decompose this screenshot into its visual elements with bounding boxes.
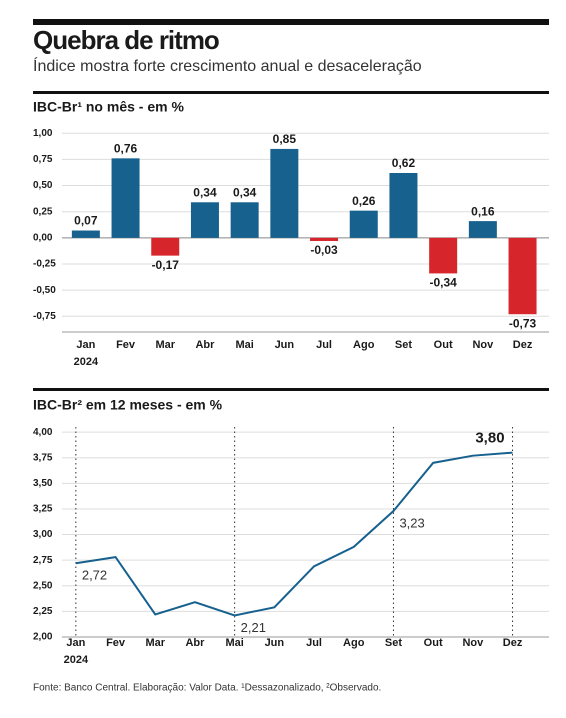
x-tick-label: Nov [462,637,484,649]
rule [33,91,549,94]
x-tick-label: Jul [316,339,332,351]
value-label: 3,23 [399,515,424,530]
bar [151,237,180,256]
x-tick-label: Set [385,637,402,649]
y-tick-label: -0,25 [33,259,56,270]
y-tick-label: 3,50 [33,478,53,489]
x-tick-label: Ago [353,339,375,351]
y-tick-label: 2,75 [33,555,53,566]
x-tick-label: Mai [225,637,243,649]
y-tick-label: 2,00 [33,632,53,643]
y-tick-label: 2,25 [33,606,53,617]
x-tick-label: Jun [265,637,285,649]
x-tick-label: Jan [66,637,85,649]
value-label: -0,73 [509,316,537,330]
page-title: Quebra de ritmo [33,25,219,55]
y-tick-label: -0,75 [33,311,56,322]
year-label: 2024 [64,654,89,666]
value-label: 0,85 [273,132,297,146]
y-tick-label: 0,00 [33,232,53,243]
value-label: 3,80 [475,430,504,447]
line [75,451,513,617]
x-tick-label: Mar [145,637,165,649]
bar [389,172,418,238]
value-label: 0,34 [193,185,217,199]
year-label: 2024 [74,356,99,368]
x-tick-label: Mar [155,339,175,351]
x-tick-label: Fev [106,637,126,649]
y-tick-label: -0,50 [33,285,56,296]
x-tick-label: Jul [306,637,322,649]
bar [71,230,100,238]
value-label: 2,21 [241,620,266,635]
y-tick-label: 0,25 [33,206,53,217]
y-tick-label: 0,50 [33,180,53,191]
y-tick-label: 1,00 [33,128,53,139]
bar [429,237,458,274]
value-label: -0,03 [310,243,338,257]
value-label: 0,26 [352,194,376,208]
rule [33,388,549,391]
x-tick-label: Jan [76,339,95,351]
y-tick-label: 3,00 [33,529,53,540]
bar [111,158,140,238]
value-label: 2,72 [82,568,107,583]
x-tick-label: Abr [195,339,215,351]
chart-title: IBC-Br² em 12 meses - em % [33,397,223,413]
y-tick-label: 3,25 [33,504,53,515]
value-label: 0,16 [471,204,495,218]
value-label: -0,17 [152,258,180,272]
y-tick-label: 0,75 [33,154,53,165]
value-label: 0,62 [392,156,416,170]
value-label: 0,76 [114,142,138,156]
x-tick-label: Nov [472,339,494,351]
x-tick-label: Dez [503,637,523,649]
footer: Fonte: Banco Central. Elaboração: Valor … [33,683,381,694]
bar [468,221,497,238]
y-tick-label: 2,50 [33,580,53,591]
page-subtitle: Índice mostra forte crescimento anual e … [33,56,422,75]
x-tick-label: Set [395,339,412,351]
value-label: 0,34 [233,185,257,199]
bar [270,148,299,238]
x-tick-label: Mai [235,339,253,351]
x-tick-label: Jun [275,339,295,351]
y-tick-label: 4,00 [33,427,53,438]
x-tick-label: Dez [513,339,533,351]
chart-title: IBC-Br¹ no mês - em % [33,99,184,115]
value-label: 0,07 [74,214,98,228]
y-tick-label: 3,75 [33,452,53,463]
bar [230,202,259,238]
value-label: -0,34 [429,276,457,290]
bar [508,237,537,315]
top-rule [33,19,549,25]
x-tick-label: Fev [116,339,136,351]
x-tick-label: Out [424,637,443,649]
bar [310,237,339,241]
bar [349,210,378,238]
bar [190,202,219,238]
x-tick-label: Abr [185,637,205,649]
x-tick-label: Out [434,339,453,351]
x-tick-label: Ago [343,637,365,649]
